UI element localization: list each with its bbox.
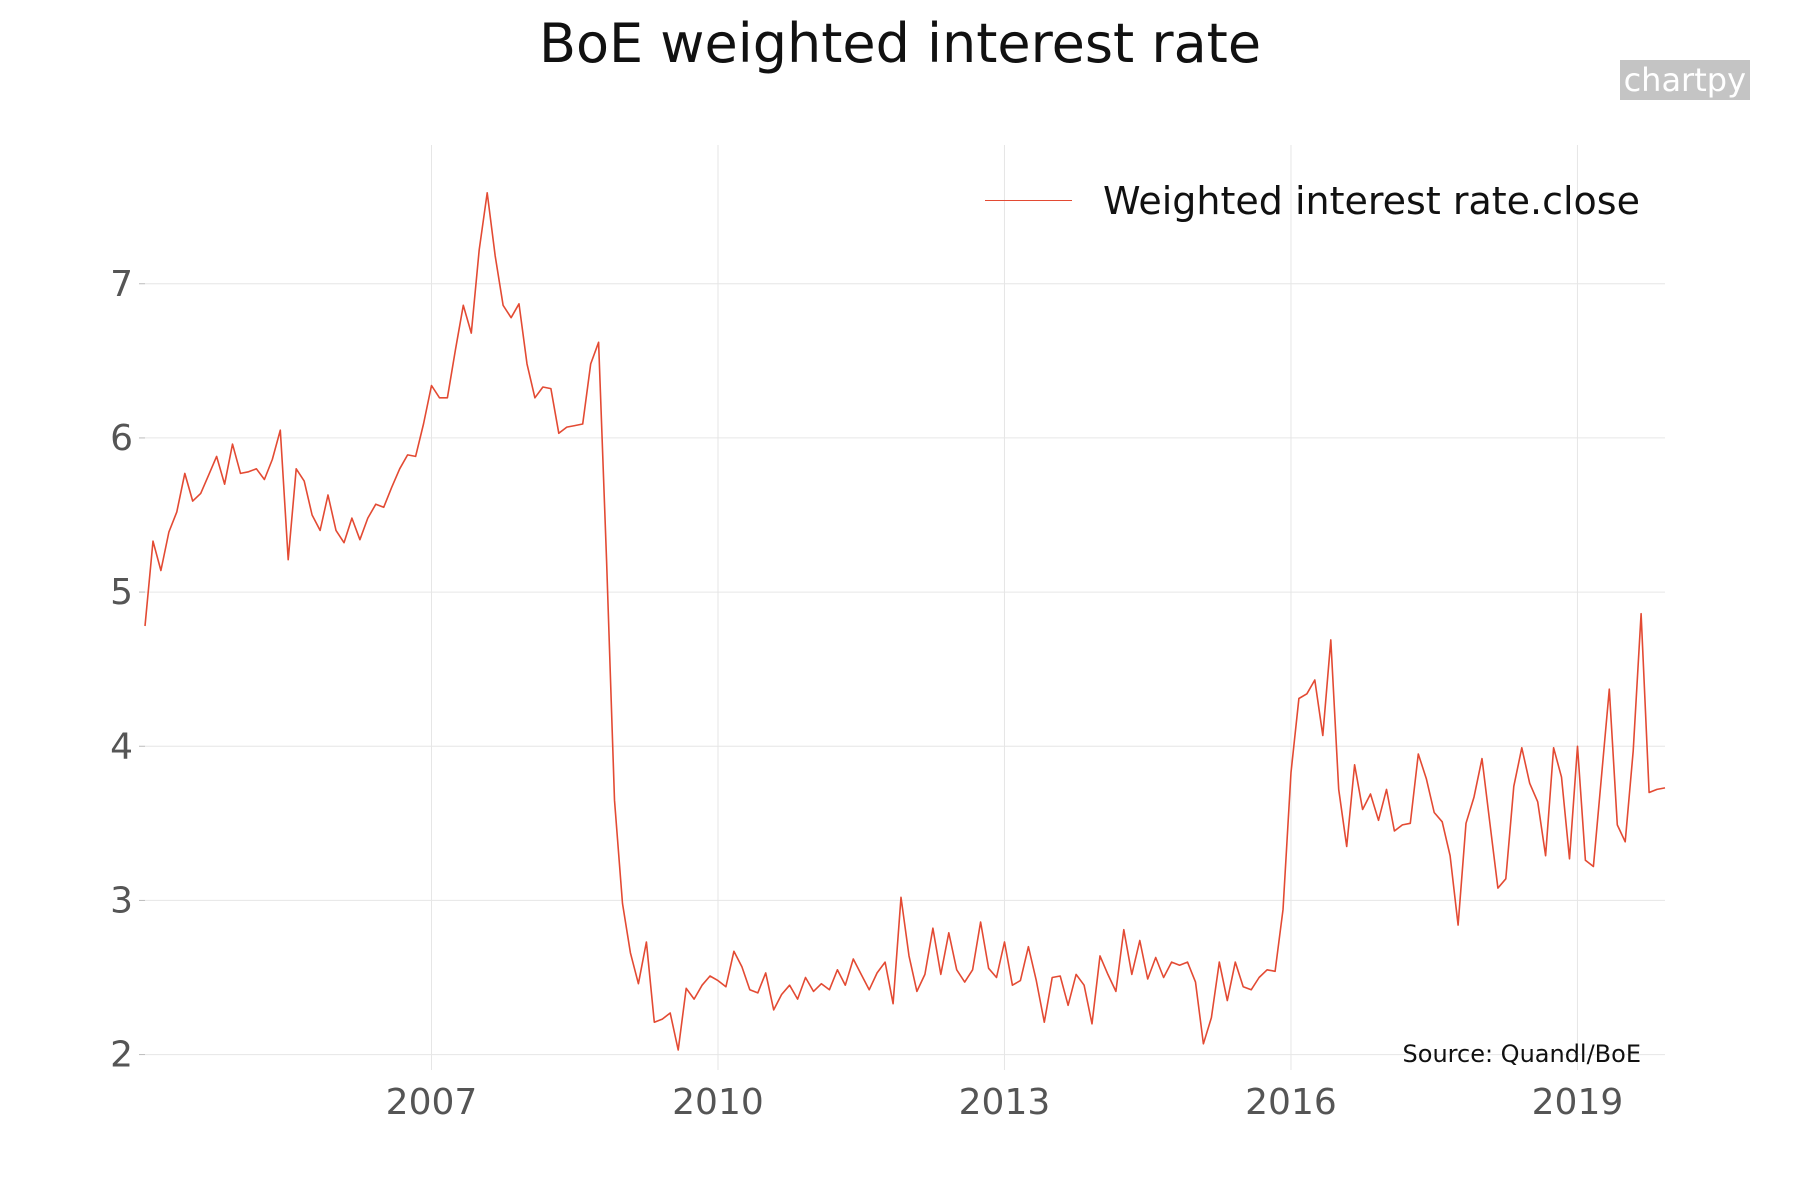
gridlines bbox=[145, 145, 1665, 1070]
watermark-logo: chartpy bbox=[1619, 60, 1750, 100]
x-tick-label: 2019 bbox=[1532, 1082, 1624, 1123]
y-tick-label: 5 bbox=[110, 572, 133, 613]
legend-swatch bbox=[985, 200, 1072, 201]
y-tick-label: 2 bbox=[110, 1035, 133, 1076]
y-tick-label: 6 bbox=[110, 418, 133, 459]
series-layer bbox=[144, 192, 1666, 1051]
y-axis: 2 3 4 5 6 7 bbox=[110, 264, 145, 1076]
x-tick-label: 2007 bbox=[386, 1082, 478, 1123]
series-line bbox=[144, 192, 1666, 1051]
legend: Weighted interest rate.close bbox=[985, 176, 1665, 226]
x-tick-label: 2013 bbox=[959, 1082, 1051, 1123]
x-tick-label: 2016 bbox=[1245, 1082, 1337, 1123]
legend-label: Weighted interest rate.close bbox=[1103, 179, 1640, 223]
chart-title: BoE weighted interest rate bbox=[538, 12, 1262, 75]
y-tick-label: 3 bbox=[110, 880, 133, 921]
y-tick-label: 4 bbox=[110, 726, 133, 767]
y-tick-label: 7 bbox=[110, 264, 133, 305]
x-axis: 2007 2010 2013 2016 2019 bbox=[386, 1082, 1624, 1123]
source-note: Source: Quandl/BoE bbox=[1402, 1040, 1641, 1068]
x-tick-label: 2010 bbox=[672, 1082, 764, 1123]
